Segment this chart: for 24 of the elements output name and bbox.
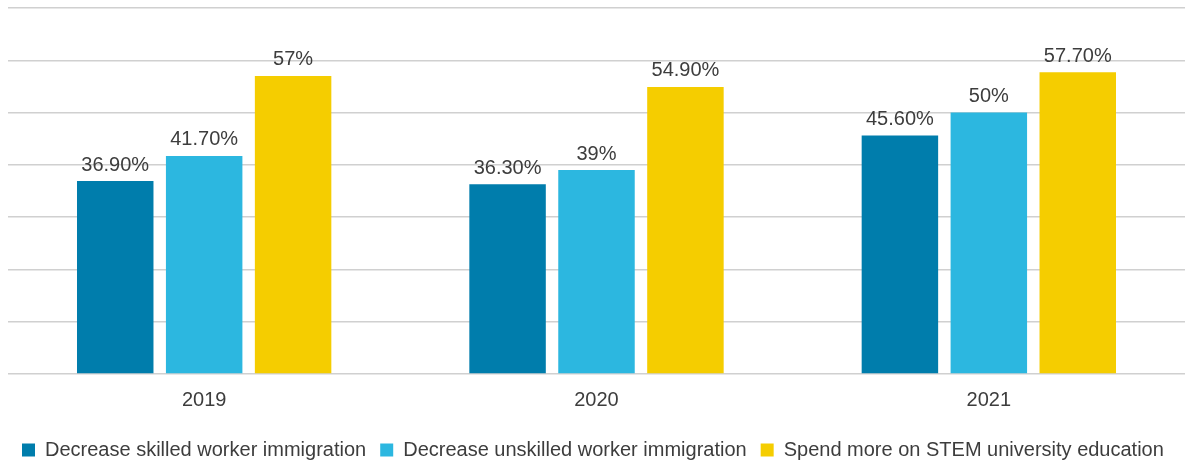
- x-tick-label: 2020: [574, 387, 619, 410]
- legend-label: Decrease unskilled worker immigration: [403, 437, 747, 460]
- bar: [647, 86, 724, 374]
- bar: [1039, 72, 1116, 374]
- data-label: 50%: [968, 84, 1010, 107]
- bar: [950, 112, 1028, 374]
- data-label: 36.90%: [81, 152, 150, 175]
- data-label: 57%: [273, 47, 314, 70]
- bar: [165, 155, 243, 374]
- x-tick-label: 2019: [181, 387, 227, 410]
- legend-label: Decrease skilled worker immigration: [45, 437, 367, 460]
- data-label: 54.90%: [651, 58, 720, 81]
- bar: [558, 170, 635, 374]
- data-label: 41.70%: [170, 127, 239, 150]
- legend-label: Spend more on STEM university education: [783, 437, 1164, 460]
- data-label: 39%: [576, 141, 617, 164]
- bar: [469, 184, 546, 374]
- data-label: 36.30%: [473, 155, 542, 178]
- x-tick-label: 2021: [966, 387, 1012, 410]
- bar: [861, 135, 939, 374]
- bar: [254, 75, 332, 374]
- data-label: 45.60%: [865, 107, 935, 130]
- data-label: 57.70%: [1043, 43, 1112, 66]
- bar: [77, 181, 154, 374]
